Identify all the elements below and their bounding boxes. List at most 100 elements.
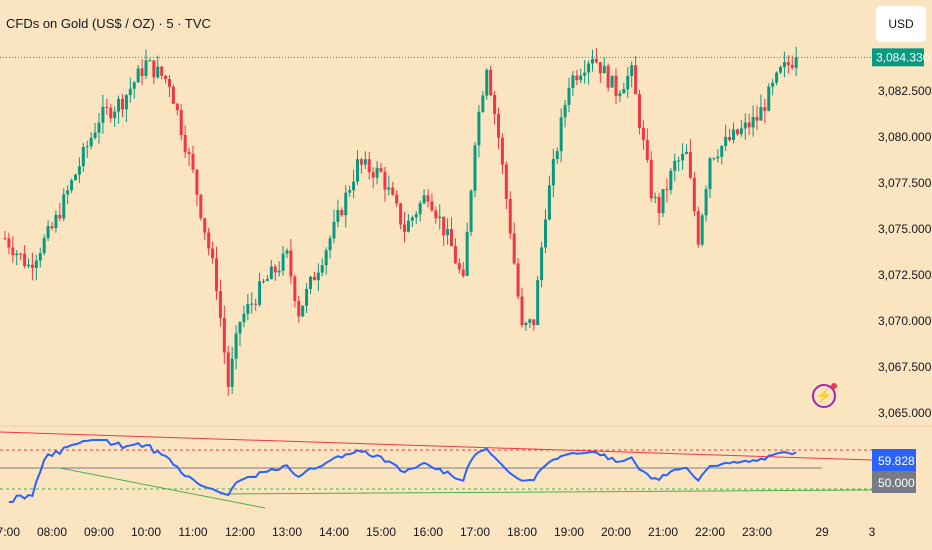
candle [211,241,215,264]
candle [371,167,375,189]
candle [305,283,309,313]
candle [504,161,508,210]
candle [583,59,587,84]
candle [579,68,583,84]
x-tick-label: 18:00 [507,525,537,539]
candle [657,192,661,225]
chart-title: CFDs on Gold (US$ / OZ) · 5 · TVC [6,16,211,31]
candle [700,213,704,247]
candle [101,94,105,134]
candle [732,122,735,144]
candle [512,222,516,265]
candle [653,192,657,204]
candle [312,271,316,281]
candle [516,258,520,300]
candle [226,346,230,397]
candle [497,107,500,150]
candle [152,60,156,85]
x-tick-label: 09:00 [84,525,114,539]
rsi-value-label: 59.828 [878,454,915,468]
candle [477,105,481,158]
candle [246,294,250,321]
candle [136,64,140,83]
candle [446,218,450,245]
candle [406,213,410,233]
candle [782,51,786,78]
candle [269,259,273,280]
candle [148,58,152,62]
candle [528,318,532,329]
lightning-alert-icon[interactable]: ⚡ [812,383,837,408]
candle [359,157,363,174]
trendline[interactable] [219,489,873,495]
candle [124,93,128,123]
candle [195,168,199,207]
candle [70,178,74,194]
candle [442,216,446,246]
candle [179,104,183,141]
candle [520,287,524,328]
candle [301,305,305,318]
candle [132,80,136,99]
candle [316,263,320,292]
candle [375,161,379,185]
candle [610,75,614,88]
candle [273,264,277,281]
candle [438,204,442,230]
candle [735,128,739,136]
candle [281,245,285,276]
candle [665,178,669,203]
candle [430,193,434,212]
candle [426,189,430,208]
candle [728,128,732,142]
candle [461,261,465,278]
candle [708,156,712,198]
last-price-label: 3,084.330 [876,50,930,64]
candle [140,59,144,85]
candle [457,258,461,274]
candle [262,278,265,284]
candle [11,236,15,263]
candle [399,202,403,230]
y-tick-label: 3,072.500 [878,268,932,282]
candle [473,141,477,198]
candle [332,209,336,244]
candle [649,151,653,202]
x-tick-label: 12:00 [225,525,255,539]
candle [747,114,751,135]
candle [367,152,371,180]
trendline[interactable] [0,431,873,461]
candle [508,191,512,240]
candle [387,175,391,196]
rsi-value-badge [872,449,916,471]
candle [493,91,497,125]
candle [230,346,234,394]
candle [81,142,85,172]
candle [692,172,696,217]
candle [563,99,567,128]
candle [15,249,19,266]
candle [551,148,555,198]
x-tick-label: 29 [815,525,829,539]
candle [618,90,622,103]
candle [540,241,544,288]
y-tick-label: 3,082.500 [878,84,932,98]
candle [215,246,218,300]
candle [403,211,406,243]
candle [250,292,254,314]
candle [775,71,779,86]
candle [293,274,297,308]
candle [469,189,473,236]
candle [3,230,7,240]
x-tick-label: 14:00 [319,525,349,539]
rsi-mid-label: 50.000 [878,476,915,490]
candle [453,238,457,264]
candle [606,63,610,92]
candle [555,147,559,165]
x-tick-label: 22:00 [695,525,725,539]
currency-button[interactable]: USD [876,6,926,42]
candle [481,90,485,113]
trendline[interactable] [59,467,266,509]
x-tick-label: 13:00 [272,525,302,539]
